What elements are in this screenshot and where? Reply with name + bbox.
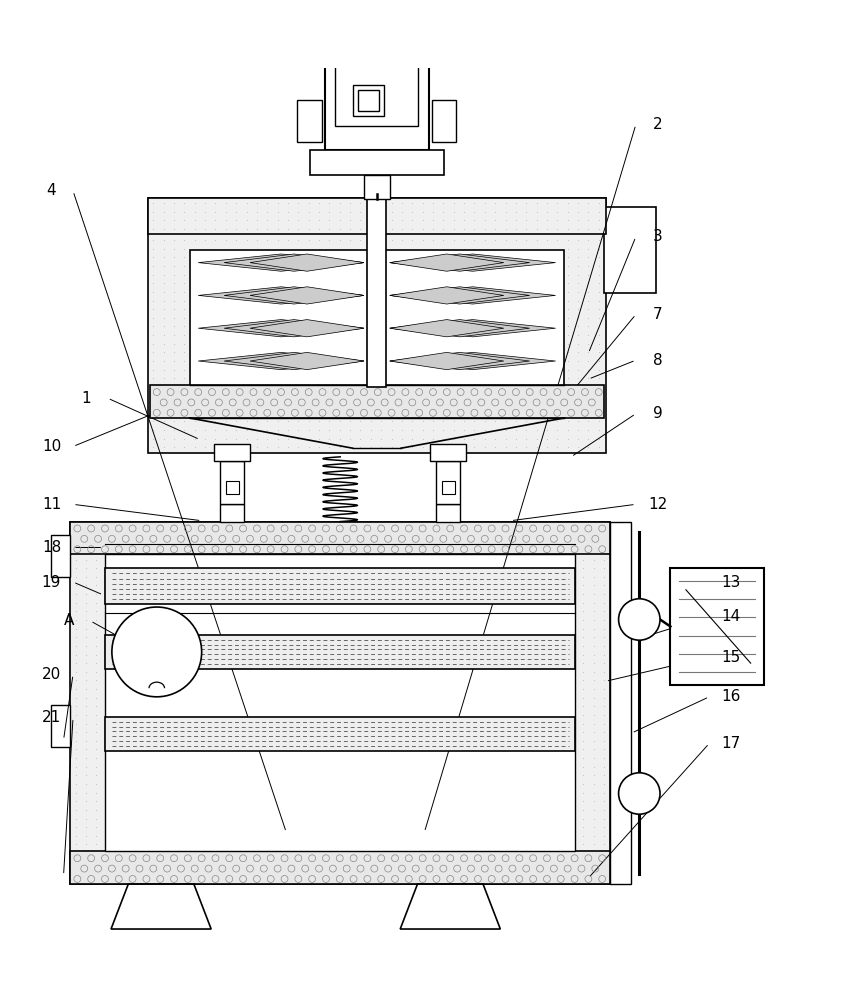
Polygon shape [250,254,364,271]
Bar [105,554,575,851]
Polygon shape [390,320,556,337]
Bar [436,504,460,522]
Polygon shape [224,254,364,271]
Circle shape [112,607,202,697]
Polygon shape [390,320,504,337]
Polygon shape [390,320,530,337]
Text: 15: 15 [721,650,740,665]
Bar [436,461,460,504]
Polygon shape [390,254,556,271]
Bar [190,250,565,418]
Polygon shape [224,287,364,304]
Polygon shape [390,287,504,304]
Text: 14: 14 [721,609,740,624]
Bar [430,444,466,461]
Text: 9: 9 [653,406,662,421]
Polygon shape [390,352,556,370]
Text: 3: 3 [653,229,662,244]
Bar [105,635,575,669]
Polygon shape [390,352,530,370]
Polygon shape [224,352,364,370]
Polygon shape [198,254,364,271]
Text: 20: 20 [42,667,61,682]
Polygon shape [390,254,504,271]
Text: 1: 1 [81,391,91,406]
Bar [51,705,70,747]
Bar [298,100,321,142]
Bar [148,198,605,234]
Text: 13: 13 [721,575,740,590]
Polygon shape [250,287,364,304]
Bar [442,481,455,494]
Text: 12: 12 [648,497,667,512]
Bar [364,175,390,199]
Bar [105,568,575,604]
Circle shape [618,599,660,640]
Bar [670,568,764,685]
Bar [70,522,610,554]
Bar [309,150,444,175]
Text: 4: 4 [47,183,56,198]
Bar [105,717,575,751]
Text: 2: 2 [653,117,662,132]
Polygon shape [390,254,530,271]
Bar [432,100,456,142]
Bar [352,85,384,116]
Bar [226,481,239,494]
Polygon shape [198,352,364,370]
Bar [70,851,610,884]
Text: 16: 16 [721,689,740,704]
Bar [335,64,418,126]
Text: 11: 11 [42,497,61,512]
Polygon shape [250,352,364,370]
Bar [610,522,630,884]
Polygon shape [224,320,364,337]
Text: 21: 21 [42,710,61,725]
Bar [604,207,656,293]
Polygon shape [198,287,364,304]
Text: 10: 10 [42,439,61,454]
Text: 8: 8 [653,353,662,368]
Text: 7: 7 [653,307,662,322]
Circle shape [618,773,660,814]
Bar [358,90,378,111]
Polygon shape [250,320,364,337]
Text: A: A [63,613,74,628]
Bar [214,444,250,461]
Text: 17: 17 [721,736,740,751]
Polygon shape [390,352,504,370]
Polygon shape [198,320,364,337]
Bar [367,194,386,387]
Polygon shape [400,884,501,929]
Bar [220,504,244,522]
Bar [70,522,610,884]
Polygon shape [111,884,211,929]
Bar [150,385,604,418]
Bar [220,461,244,504]
Bar [325,55,429,150]
Polygon shape [390,287,530,304]
Bar [148,198,605,453]
Polygon shape [390,287,556,304]
Bar [51,535,70,577]
Text: 19: 19 [42,575,61,590]
Text: 18: 18 [42,540,61,555]
